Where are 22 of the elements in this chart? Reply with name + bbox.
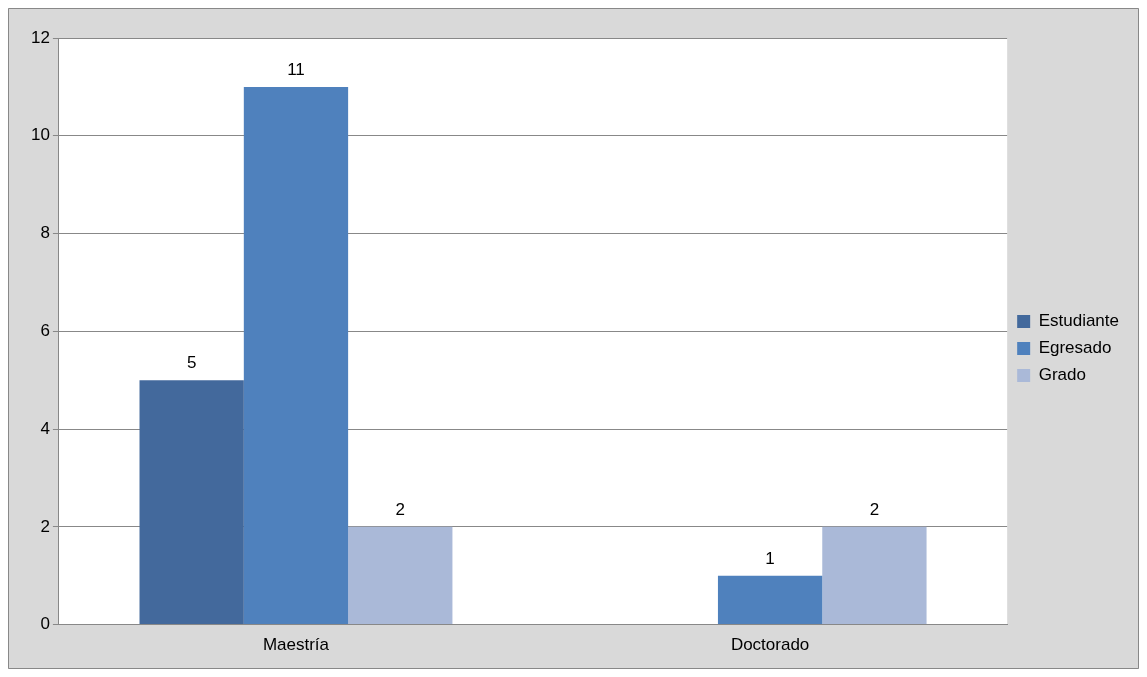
bar xyxy=(717,575,823,625)
data-label: 2 xyxy=(395,500,406,520)
data-label: 2 xyxy=(869,500,880,520)
bar xyxy=(139,380,244,625)
x-tick-label: Doctorado xyxy=(730,635,810,655)
data-label: 11 xyxy=(287,60,305,80)
bar xyxy=(348,526,453,625)
y-tick-label: 6 xyxy=(40,320,50,340)
y-tick-label: 12 xyxy=(30,27,50,47)
y-tick-label: 10 xyxy=(30,125,50,145)
y-tick-label: 4 xyxy=(40,418,50,438)
bar xyxy=(243,86,349,625)
y-tick-label: 8 xyxy=(40,223,50,243)
data-label: 1 xyxy=(765,548,775,568)
data-label: 5 xyxy=(186,353,197,373)
legend-label: Egresado xyxy=(1038,338,1112,358)
y-tick-label: 0 xyxy=(40,614,50,634)
y-tick-label: 2 xyxy=(40,516,50,536)
x-tick-label: Maestría xyxy=(262,635,330,655)
legend-label: Grado xyxy=(1038,365,1086,385)
bar xyxy=(822,526,927,625)
legend-label: Estudiante xyxy=(1038,311,1120,331)
